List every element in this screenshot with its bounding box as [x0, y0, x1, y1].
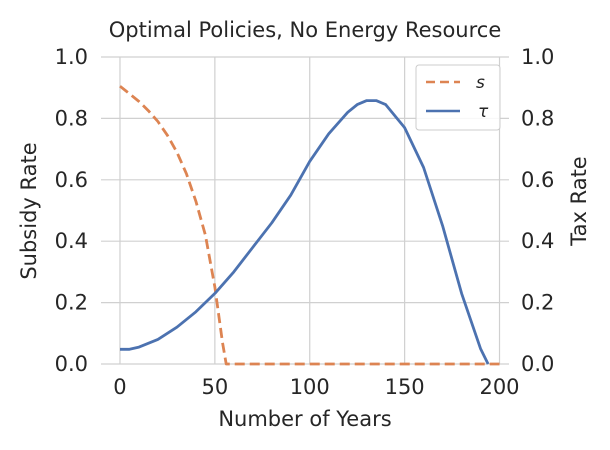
- x-tick-label: 100: [290, 375, 330, 399]
- y-left-tick-labels: 0.0 0.2 0.4 0.6 0.8 1.0: [55, 45, 88, 376]
- y-left-axis-label: Subsidy Rate: [17, 142, 41, 279]
- x-tick-label: 200: [479, 375, 519, 399]
- y-right-tick-label: 0.2: [521, 291, 554, 315]
- legend-tau-label: τ: [478, 102, 489, 122]
- legend-box: [415, 64, 501, 131]
- legend-s-label: s: [476, 73, 485, 93]
- y-right-tick-label: 0.0: [521, 352, 554, 376]
- y-left-tick-label: 0.0: [55, 352, 88, 376]
- y-right-axis-label: Tax Rate: [567, 156, 591, 246]
- legend: s τ: [415, 64, 501, 131]
- series-tau-line: [120, 99, 490, 365]
- y-right-tick-label: 1.0: [521, 45, 554, 69]
- x-axis-label: Number of Years: [218, 407, 391, 431]
- x-tick-label: 50: [201, 375, 228, 399]
- series-s-line: [119, 85, 500, 366]
- y-left-tick-label: 1.0: [55, 45, 88, 69]
- x-tick-label: 0: [113, 375, 126, 399]
- x-tick-labels: 0 50 100 150 200: [113, 375, 519, 399]
- y-left-tick-label: 0.4: [55, 229, 88, 253]
- y-right-tick-label: 0.8: [521, 106, 554, 130]
- series-lines: [119, 85, 500, 366]
- y-left-tick-label: 0.8: [55, 106, 88, 130]
- x-tick-label: 150: [385, 375, 425, 399]
- y-left-tick-label: 0.2: [55, 291, 88, 315]
- y-right-tick-label: 0.4: [521, 229, 554, 253]
- chart-title: Optimal Policies, No Energy Resource: [109, 18, 502, 42]
- y-right-tick-label: 0.6: [521, 168, 554, 192]
- y-right-tick-labels: 0.0 0.2 0.4 0.6 0.8 1.0: [521, 45, 554, 376]
- y-left-tick-label: 0.6: [55, 168, 88, 192]
